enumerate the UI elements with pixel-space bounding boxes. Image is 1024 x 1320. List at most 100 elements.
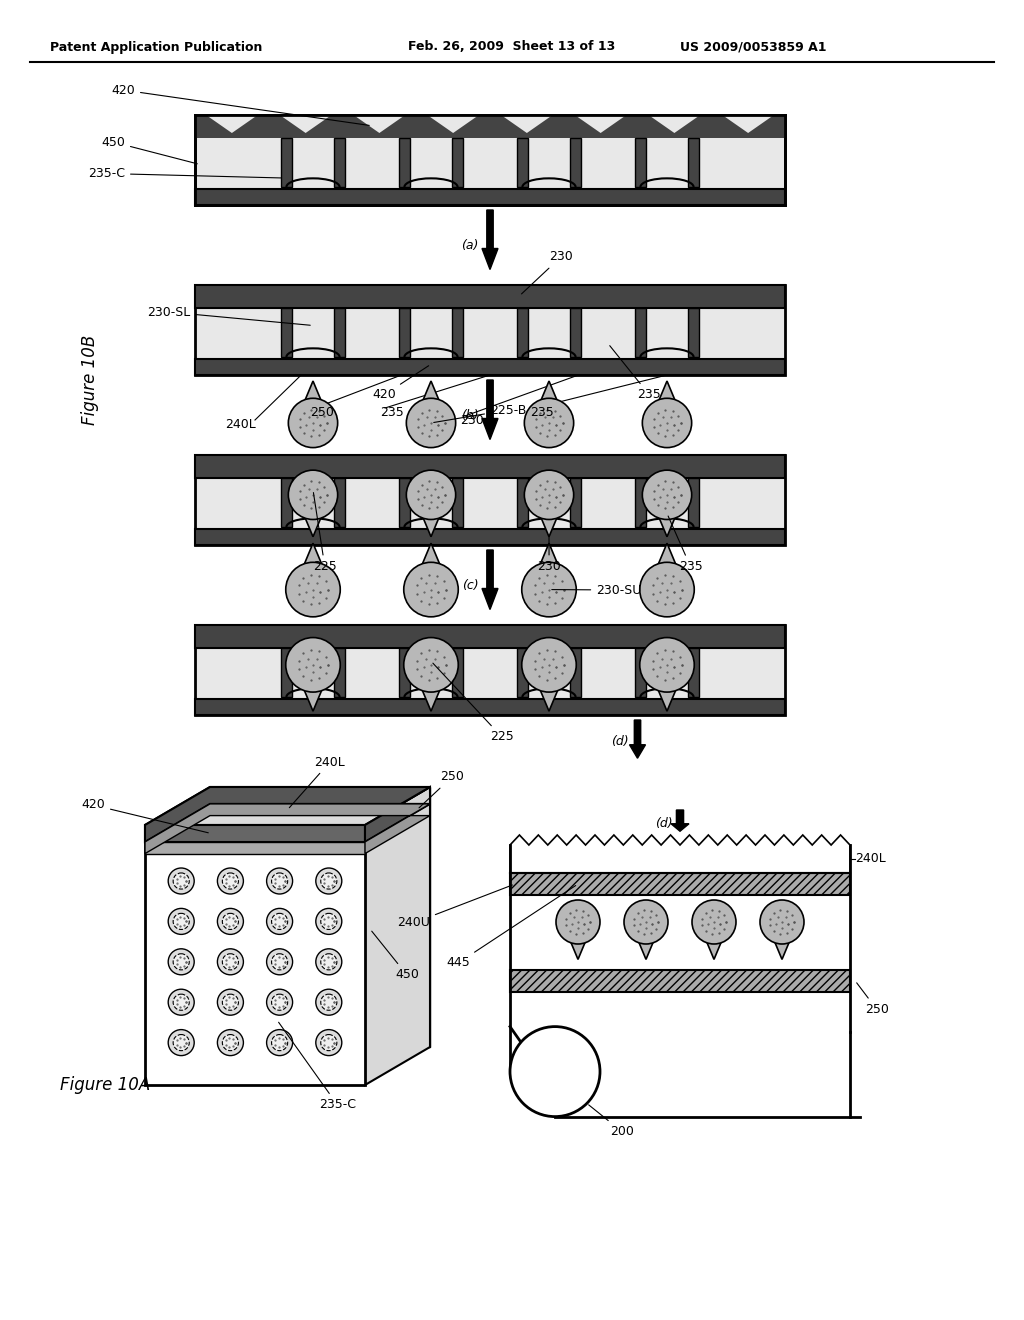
FancyArrow shape <box>482 550 498 610</box>
Bar <box>398 648 411 697</box>
Circle shape <box>522 562 577 616</box>
Text: 240L: 240L <box>225 418 256 432</box>
Polygon shape <box>537 381 561 411</box>
Text: 225: 225 <box>313 492 337 573</box>
Text: 420: 420 <box>372 366 429 401</box>
Polygon shape <box>648 115 700 133</box>
Circle shape <box>217 908 244 935</box>
Circle shape <box>642 399 691 447</box>
Polygon shape <box>418 678 444 711</box>
Circle shape <box>510 1027 600 1117</box>
Circle shape <box>321 954 337 970</box>
Circle shape <box>624 900 668 944</box>
Text: Figure 10A: Figure 10A <box>60 1076 151 1094</box>
Circle shape <box>271 1035 288 1051</box>
Polygon shape <box>703 933 725 960</box>
Text: (a): (a) <box>462 239 478 252</box>
Circle shape <box>222 954 239 970</box>
Bar <box>398 308 411 356</box>
Polygon shape <box>536 678 562 711</box>
Polygon shape <box>301 381 326 411</box>
Circle shape <box>692 900 736 944</box>
Text: 235: 235 <box>609 346 662 401</box>
Circle shape <box>222 994 239 1010</box>
Bar <box>195 285 785 375</box>
Circle shape <box>315 1030 342 1056</box>
Polygon shape <box>145 787 430 825</box>
Text: Patent Application Publication: Patent Application Publication <box>50 41 262 54</box>
Circle shape <box>407 470 456 520</box>
Circle shape <box>217 1030 244 1056</box>
Polygon shape <box>365 787 430 1085</box>
Text: 225-B: 225-B <box>434 404 526 422</box>
Polygon shape <box>418 544 444 576</box>
Circle shape <box>403 638 459 692</box>
Circle shape <box>556 900 600 944</box>
Text: 225: 225 <box>433 663 514 743</box>
Circle shape <box>168 949 195 974</box>
Circle shape <box>642 470 691 520</box>
Text: 450: 450 <box>101 136 198 164</box>
Circle shape <box>222 1035 239 1051</box>
Circle shape <box>168 1030 195 1056</box>
Bar <box>281 478 292 527</box>
Circle shape <box>271 873 288 890</box>
Bar <box>510 970 850 991</box>
Polygon shape <box>427 115 479 133</box>
Text: (d): (d) <box>655 817 673 829</box>
FancyArrow shape <box>482 380 498 440</box>
Polygon shape <box>510 836 850 873</box>
Bar <box>334 648 345 697</box>
Text: 235: 235 <box>668 516 702 573</box>
Bar <box>688 478 699 527</box>
Polygon shape <box>299 544 327 576</box>
Polygon shape <box>722 115 774 133</box>
Text: (c): (c) <box>462 578 478 591</box>
Bar <box>334 478 345 527</box>
Circle shape <box>266 989 293 1015</box>
Polygon shape <box>567 933 589 960</box>
Polygon shape <box>653 544 681 576</box>
Circle shape <box>173 994 189 1010</box>
Circle shape <box>173 1035 189 1051</box>
FancyArrow shape <box>671 810 689 832</box>
Bar <box>635 648 646 697</box>
Circle shape <box>321 913 337 929</box>
Bar <box>452 308 464 356</box>
Bar <box>569 478 582 527</box>
Circle shape <box>271 954 288 970</box>
Circle shape <box>173 954 189 970</box>
Bar <box>452 137 464 187</box>
Polygon shape <box>206 115 258 133</box>
Bar <box>569 648 582 697</box>
Circle shape <box>315 869 342 894</box>
Polygon shape <box>301 507 326 537</box>
Polygon shape <box>419 381 443 411</box>
Polygon shape <box>419 507 443 537</box>
Bar <box>688 648 699 697</box>
Circle shape <box>217 989 244 1015</box>
Text: 230: 230 <box>521 251 572 294</box>
Bar <box>635 308 646 356</box>
Circle shape <box>321 994 337 1010</box>
Bar <box>195 455 785 545</box>
Polygon shape <box>280 115 332 133</box>
Circle shape <box>168 908 195 935</box>
Bar <box>195 529 785 545</box>
Bar <box>195 285 785 308</box>
Text: (b): (b) <box>461 408 479 421</box>
Circle shape <box>524 470 573 520</box>
Text: 230: 230 <box>538 537 561 573</box>
Bar <box>145 842 365 854</box>
Circle shape <box>271 913 288 929</box>
Circle shape <box>640 562 694 616</box>
Polygon shape <box>771 933 793 960</box>
Bar <box>510 873 850 895</box>
Circle shape <box>760 900 804 944</box>
Circle shape <box>315 908 342 935</box>
Bar <box>516 137 528 187</box>
Bar <box>195 624 785 648</box>
Bar <box>195 455 785 478</box>
Polygon shape <box>654 507 679 537</box>
Circle shape <box>640 638 694 692</box>
